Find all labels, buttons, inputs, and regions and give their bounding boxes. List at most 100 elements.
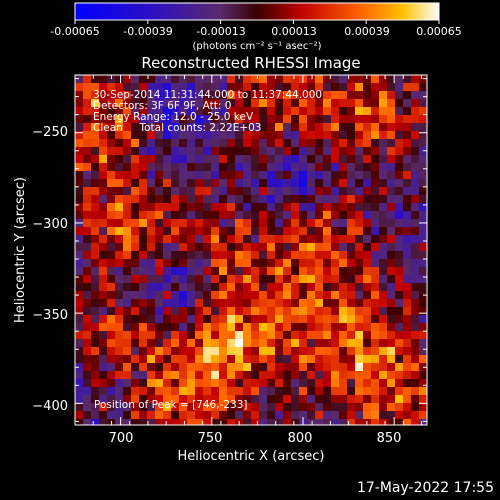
heatmap-cell xyxy=(219,219,228,228)
heatmap-cell xyxy=(339,267,348,276)
heatmap-cell xyxy=(347,347,356,356)
heatmap-cell xyxy=(411,371,420,380)
heatmap-cell xyxy=(363,155,372,164)
heatmap-cell xyxy=(227,259,236,268)
heatmap-cell xyxy=(299,123,308,132)
heatmap-cell xyxy=(115,251,124,260)
heatmap-cell xyxy=(115,419,124,425)
heatmap-cell xyxy=(411,331,420,340)
heatmap-cell xyxy=(203,387,212,396)
heatmap-cell xyxy=(403,347,412,356)
heatmap-cell xyxy=(267,227,276,236)
heatmap-cell xyxy=(99,235,108,244)
heatmap-cell xyxy=(347,235,356,244)
heatmap-cell xyxy=(107,163,116,172)
heatmap-cell xyxy=(75,419,84,425)
heatmap-cell xyxy=(227,219,236,228)
heatmap-cell xyxy=(235,379,244,388)
heatmap-cell xyxy=(179,155,188,164)
heatmap-cell xyxy=(187,403,196,412)
heatmap-cell xyxy=(339,315,348,324)
heatmap-cell xyxy=(115,155,124,164)
heatmap-cell xyxy=(283,139,292,148)
heatmap-cell xyxy=(299,307,308,316)
heatmap-cell xyxy=(387,219,396,228)
heatmap-cell xyxy=(83,139,92,148)
heatmap-cell xyxy=(115,179,124,188)
heatmap-cell xyxy=(83,355,92,364)
heatmap-cell xyxy=(395,235,404,244)
heatmap-cell xyxy=(379,235,388,244)
heatmap-cell xyxy=(147,419,156,425)
heatmap-cell xyxy=(83,163,92,172)
heatmap-cell xyxy=(323,331,332,340)
heatmap-cell xyxy=(299,227,308,236)
heatmap-cell xyxy=(115,363,124,372)
heatmap-cell xyxy=(115,267,124,276)
heatmap-cell xyxy=(339,419,348,425)
heatmap-cell xyxy=(403,331,412,340)
heatmap-cell xyxy=(387,259,396,268)
heatmap-cell xyxy=(91,419,100,425)
heatmap-cell xyxy=(243,379,252,388)
colorbar xyxy=(74,2,440,21)
heatmap-cell xyxy=(379,211,388,220)
heatmap-cell xyxy=(347,155,356,164)
heatmap-cell xyxy=(187,219,196,228)
heatmap-cell xyxy=(315,411,324,420)
heatmap-cell xyxy=(259,147,268,156)
heatmap-cell xyxy=(395,211,404,220)
heatmap-cell xyxy=(331,291,340,300)
heatmap-cell xyxy=(387,75,396,84)
heatmap-cell xyxy=(251,139,260,148)
heatmap-cell xyxy=(211,243,220,252)
heatmap-cell xyxy=(171,419,180,425)
heatmap-cell xyxy=(291,235,300,244)
heatmap-cell xyxy=(323,283,332,292)
heatmap-cell xyxy=(195,275,204,284)
heatmap-cell xyxy=(211,315,220,324)
heatmap-cell xyxy=(259,155,268,164)
heatmap-cell xyxy=(83,83,92,92)
heatmap-cell xyxy=(91,411,100,420)
heatmap-cell xyxy=(123,195,132,204)
heatmap-cell xyxy=(275,203,284,212)
heatmap-cell xyxy=(395,195,404,204)
heatmap-cell xyxy=(259,251,268,260)
heatmap-cell xyxy=(379,355,388,364)
heatmap-cell xyxy=(203,251,212,260)
heatmap-cell xyxy=(187,115,196,124)
heatmap-cell xyxy=(123,163,132,172)
heatmap-cell xyxy=(171,291,180,300)
heatmap-cell xyxy=(291,267,300,276)
heatmap-cell xyxy=(155,331,164,340)
heatmap-cell xyxy=(195,227,204,236)
heatmap-cell xyxy=(195,115,204,124)
heatmap-cell xyxy=(379,219,388,228)
heatmap-cell xyxy=(195,99,204,108)
heatmap-cell xyxy=(395,115,404,124)
heatmap-cell xyxy=(275,195,284,204)
heatmap-cell xyxy=(91,139,100,148)
heatmap-cell xyxy=(283,275,292,284)
heatmap-cell xyxy=(139,179,148,188)
heatmap-cell xyxy=(107,107,116,116)
heatmap-cell xyxy=(379,131,388,140)
heatmap-cell xyxy=(283,363,292,372)
heatmap-cell xyxy=(75,75,84,84)
heatmap-cell xyxy=(187,323,196,332)
heatmap-cell xyxy=(275,323,284,332)
heatmap-cell xyxy=(267,419,276,425)
heatmap-cell xyxy=(235,307,244,316)
heatmap-cell xyxy=(395,347,404,356)
heatmap-cell xyxy=(211,283,220,292)
heatmap-cell xyxy=(331,211,340,220)
heatmap-cell xyxy=(179,411,188,420)
heatmap-cell xyxy=(139,203,148,212)
heatmap-cell xyxy=(259,339,268,348)
heatmap-cell xyxy=(131,355,140,364)
chart-title: Reconstructed RHESSI Image xyxy=(141,54,360,72)
heatmap-cell xyxy=(131,331,140,340)
heatmap-cell xyxy=(211,219,220,228)
heatmap-cell xyxy=(243,363,252,372)
